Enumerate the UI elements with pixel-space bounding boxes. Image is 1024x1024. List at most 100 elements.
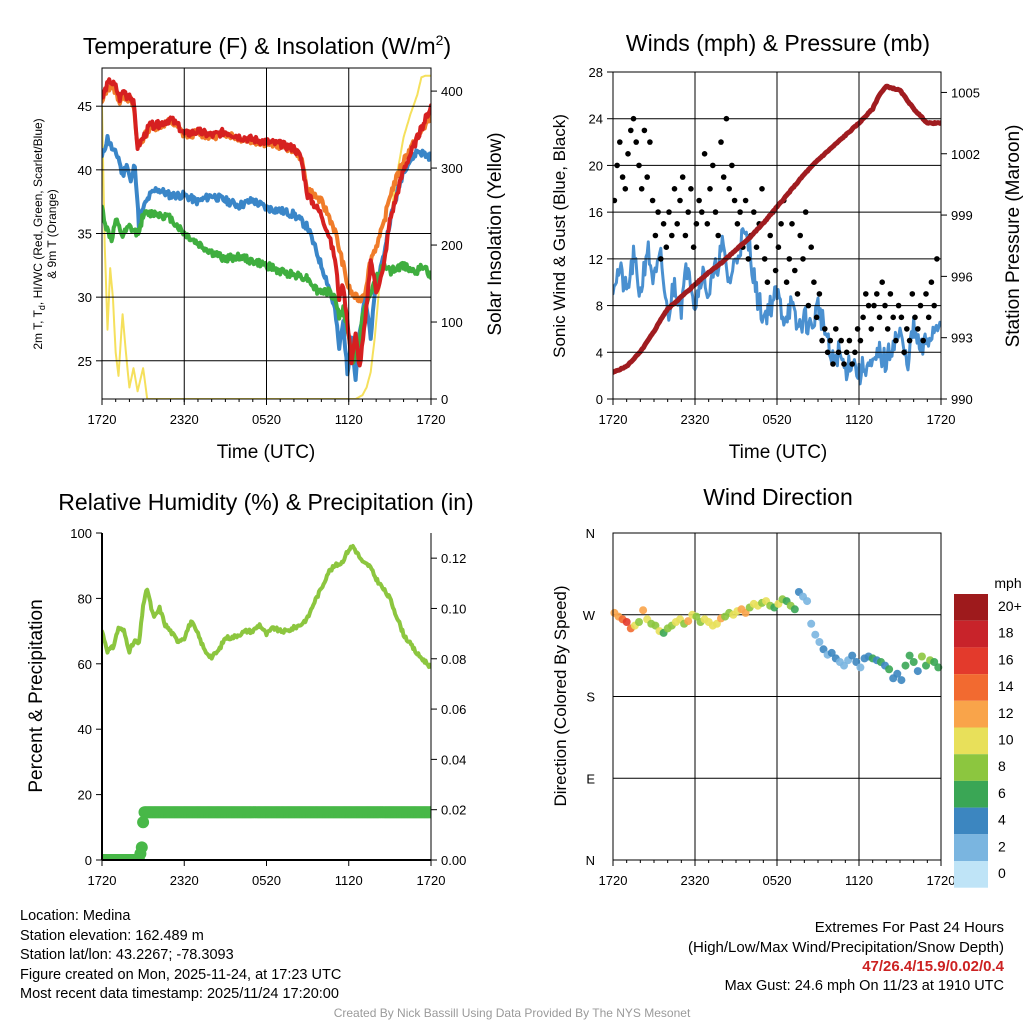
gust-point <box>830 361 836 367</box>
y-tick-label: 80 <box>78 591 92 606</box>
gust-point <box>854 326 861 332</box>
direction-point <box>905 651 914 660</box>
gust-point <box>819 337 825 344</box>
gust-point <box>638 186 645 192</box>
gust-point <box>734 221 741 227</box>
gust-point <box>715 232 721 239</box>
temperature-xlabel: Time (UTC) <box>217 442 316 463</box>
created-text: Figure created on Mon, 2025-11-24, at 17… <box>20 966 342 983</box>
y2-tick-label: 0.02 <box>441 803 466 818</box>
legend-swatch <box>954 834 988 861</box>
y-tick-label: 30 <box>78 290 92 305</box>
direction-point <box>901 661 910 670</box>
legend-label: 2 <box>998 838 1006 854</box>
y-tick-label: 16 <box>589 205 603 220</box>
gust-point <box>794 291 801 297</box>
y2-tick-label: 0.00 <box>441 853 466 868</box>
gust-point <box>649 197 656 204</box>
gust-point <box>633 139 639 145</box>
y2-tick-label: 996 <box>951 269 973 284</box>
gust-point <box>742 197 749 204</box>
y-tick-label: W <box>583 608 596 623</box>
gust-point <box>833 326 839 332</box>
y-tick-label: 40 <box>78 163 92 178</box>
gust-point <box>669 232 675 239</box>
direction-point <box>635 618 643 626</box>
y-tick-label: 0 <box>596 392 603 407</box>
y-tick-label: 8 <box>596 299 603 314</box>
x-tick-label: 2320 <box>681 873 710 888</box>
legend-label: 0 <box>998 865 1006 881</box>
y2-tick-label: 1002 <box>951 147 980 162</box>
plot-frame <box>612 532 942 861</box>
gust-point <box>846 337 853 344</box>
gust-point <box>841 361 847 367</box>
legend-swatch <box>954 807 988 835</box>
y2-tick-label: 0 <box>441 392 448 407</box>
direction-point <box>815 638 824 646</box>
gust-point <box>613 197 618 204</box>
x-tick-label: 1720 <box>599 412 628 427</box>
max-gust-text: Max Gust: 24.6 mph On 11/23 at 1910 UTC <box>724 977 1004 994</box>
latlon-text: Station lat/lon: 43.2267; -78.3093 <box>20 947 234 963</box>
x-tick-label: 0520 <box>763 873 792 888</box>
credit-text: Created By Nick Bassill Using Data Provi… <box>333 1006 691 1020</box>
legend-swatch <box>954 780 988 808</box>
y-tick-label: 40 <box>78 722 92 737</box>
gust-point <box>619 174 626 180</box>
y2-tick-label: 400 <box>441 84 463 99</box>
direction-point <box>803 597 812 606</box>
humidity-line <box>102 544 431 669</box>
y-tick-label: 45 <box>78 99 92 114</box>
legend-swatch <box>954 754 988 781</box>
humidity-plot: 0 20 40 60 80 100 0.00 0.02 0.04 0.06 0.08 0.10 0.12… <box>70 526 466 888</box>
x-tick-label: 1120 <box>335 873 363 888</box>
direction-point <box>856 663 865 672</box>
plot-frame <box>101 67 432 400</box>
legend-swatch <box>954 727 988 755</box>
gust-point <box>679 174 686 180</box>
y-tick-label: 20 <box>78 788 92 803</box>
precip-point <box>135 841 148 854</box>
gust-point <box>827 337 834 344</box>
direction-point <box>897 676 906 685</box>
legend-swatch <box>954 647 988 675</box>
gust-point <box>920 337 926 344</box>
legend-swatch <box>954 674 988 701</box>
gust-point <box>671 186 678 192</box>
direction-title: Wind Direction <box>703 484 853 510</box>
gust-point <box>811 279 817 286</box>
x-tick-label: 2320 <box>170 412 199 427</box>
direction-point <box>684 617 693 626</box>
gust-point <box>759 186 765 192</box>
gust-point <box>898 314 905 321</box>
elevation-text: Station elevation: 162.489 m <box>20 927 204 944</box>
direction-point <box>885 665 894 674</box>
gust-point <box>879 279 885 286</box>
x-tick-label: 1120 <box>335 412 363 427</box>
precip-point <box>425 806 431 819</box>
direction-point <box>913 667 922 676</box>
plot-area <box>102 544 431 860</box>
gust-point <box>764 279 771 286</box>
temperature-plot: 1720 2320 0520 1120 1720 25 30 35 40 45 0 100 200 300… <box>78 67 463 427</box>
y-tick-label: N <box>586 526 595 541</box>
gust-point <box>726 186 732 192</box>
legend-label: 20+ <box>998 598 1022 614</box>
x-tick-label: 1720 <box>599 873 628 888</box>
legend-swatch <box>954 861 988 888</box>
y-tick-label: 0 <box>85 853 92 868</box>
gust-point <box>923 291 929 297</box>
winds-xlabel: Time (UTC) <box>729 442 828 463</box>
y-tick-label: 20 <box>589 158 603 173</box>
direction-point <box>639 606 648 615</box>
direction-point <box>917 652 926 661</box>
direction-point <box>848 651 857 660</box>
gust-point <box>701 151 708 157</box>
extremes-values: 47/26.4/15.9/0.02/0.4 <box>862 958 1004 975</box>
y2-tick-label: 0.12 <box>441 551 466 566</box>
y2-tick-label: 990 <box>951 392 973 407</box>
gust-point <box>893 337 899 344</box>
gust-point <box>625 151 631 157</box>
